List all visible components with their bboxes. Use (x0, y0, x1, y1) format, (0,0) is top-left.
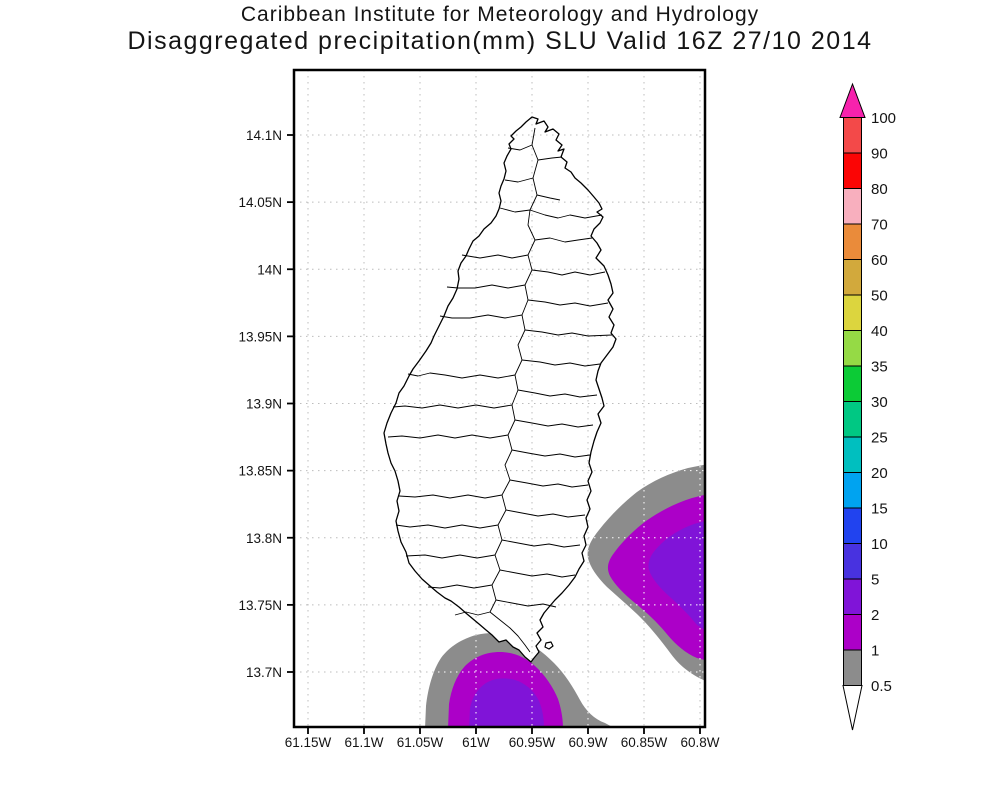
coastline-and-watersheds (383, 116, 617, 663)
colorbar-level-label: 80 (871, 181, 888, 198)
colorbar-level-label: 60 (871, 252, 888, 269)
colorbar-legend: 100 90 80 70 60 50 40 35 30 25 20 15 10 5 2 1 0.5 (839, 82, 896, 731)
colorbar-segment (843, 152, 862, 189)
colorbar-segment (843, 649, 862, 686)
colorbar-level-label: 90 (871, 146, 888, 163)
lat-label: 13.8N (246, 531, 282, 546)
lat-label: 13.95N (238, 329, 282, 344)
colorbar-segment (843, 401, 862, 438)
colorbar-segment (843, 436, 862, 473)
colorbar-segment (843, 188, 862, 225)
colorbar-below-min-arrow (842, 685, 863, 731)
lon-axis-labels: 61.15W 61.1W 61.05W 61W 60.95W 60.9W 60.85W 60.… (285, 735, 720, 750)
watershed-boundaries (387, 127, 613, 653)
lon-label: 60.9W (568, 735, 607, 750)
lat-label: 13.9N (246, 397, 282, 412)
colorbar-level-label: 15 (871, 501, 888, 518)
colorbar-segment (843, 614, 862, 651)
colorbar-segment (843, 578, 862, 615)
east-cell-band-2-5mm (648, 520, 705, 631)
lon-label: 61W (462, 735, 490, 750)
colorbar-level-label: 1 (871, 643, 879, 660)
colorbar-level-label: 0.5 (871, 678, 892, 695)
lon-label: 60.95W (509, 735, 556, 750)
colorbar-level-label: 2 (871, 607, 879, 624)
colorbar-segments (843, 117, 862, 686)
lat-label: 13.85N (238, 464, 282, 479)
colorbar-level-label: 40 (871, 323, 888, 340)
lat-label: 13.75N (238, 598, 282, 613)
colorbar-level-label: 35 (871, 359, 888, 376)
lat-label: 14.1N (246, 128, 282, 143)
colorbar-level-label: 10 (871, 536, 888, 553)
colorbar-segment (843, 117, 862, 154)
colorbar-segment (843, 330, 862, 367)
plot-frame (292, 68, 707, 729)
colorbar-level-label: 25 (871, 430, 888, 447)
lon-label: 60.85W (621, 735, 668, 750)
lon-label: 61.05W (397, 735, 444, 750)
precipitation-shading (425, 464, 705, 727)
colorbar-segment (843, 294, 862, 331)
colorbar-level-label: 20 (871, 465, 888, 482)
axis-ticks (287, 134, 701, 734)
colorbar-segment (843, 507, 862, 544)
colorbar-labels: 100 90 80 70 60 50 40 35 30 25 20 15 10 5 2 1 0.5 (871, 110, 896, 695)
colorbar-segment (843, 259, 862, 296)
colorbar-level-label: 100 (871, 110, 896, 127)
colorbar-level-label: 50 (871, 288, 888, 305)
colorbar-segment (843, 223, 862, 260)
south-cell-band-2-5mm (469, 678, 544, 727)
colorbar-level-label: 70 (871, 217, 888, 234)
lat-label: 14.05N (238, 195, 282, 210)
colorbar-above-max-arrow (839, 82, 866, 118)
colorbar-segment (843, 472, 862, 509)
lat-label: 13.7N (246, 665, 282, 680)
lat-axis-labels: 14.1N 14.05N 14N 13.95N 13.9N 13.85N 13.8N 13.7… (238, 128, 282, 680)
lon-label: 61.1W (344, 735, 383, 750)
plot-title-line2: Disaggregated precipitation(mm) SLU Vali… (127, 27, 873, 55)
lon-label: 60.8W (680, 735, 719, 750)
plot-title-line1: Caribbean Institute for Meteorology and … (240, 3, 760, 26)
lon-label: 61.15W (285, 735, 332, 750)
colorbar-level-label: 30 (871, 394, 888, 411)
lat-label: 14N (257, 262, 282, 277)
colorbar-segment (843, 543, 862, 580)
colorbar-segment (843, 365, 862, 402)
maria-islet (544, 641, 554, 650)
colorbar-level-label: 5 (871, 572, 879, 589)
